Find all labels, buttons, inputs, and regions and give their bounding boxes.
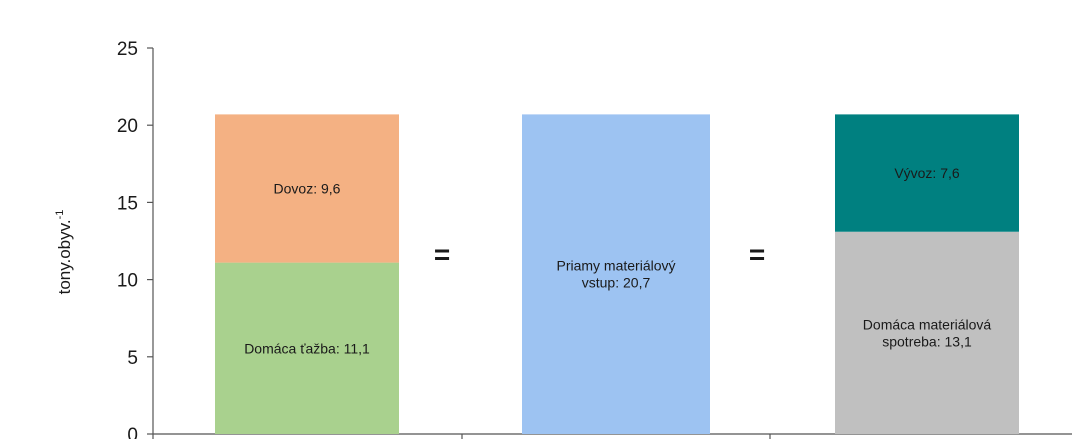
bar-segment-label: Vývoz: 7,6	[894, 165, 960, 181]
y-axis-label: tony.obyv.-1	[54, 210, 74, 295]
bar-segment-label: Domáca ťažba: 11,1	[244, 340, 370, 356]
bar-segment-label-line: Priamy materiálový	[556, 258, 675, 274]
bar-segment	[835, 231, 1019, 434]
y-axis-label-superscript: -1	[54, 210, 66, 220]
bar-segment-label-line: Domáca ťažba: 11,1	[244, 340, 370, 356]
bar-segment	[215, 114, 399, 263]
y-tick-label: 15	[117, 193, 138, 214]
bar-segment	[215, 262, 399, 434]
bar-segment-label-line: Vývoz: 7,6	[894, 165, 960, 181]
equals-operator: =	[749, 239, 765, 270]
bar-segment-label: Priamy materiálový vstup: 20,7	[556, 258, 675, 291]
chart-operators: = =	[434, 239, 765, 270]
bar-segment-label-line: Domáca materiálová	[863, 316, 992, 332]
y-tick-label: 25	[117, 39, 138, 60]
chart-bars	[215, 114, 1019, 434]
equals-operator: =	[434, 239, 450, 270]
y-tick-label: 5	[127, 348, 138, 369]
bar-segment-label: Dovoz: 9,6	[274, 181, 341, 197]
bar-segment	[835, 114, 1019, 232]
y-tick-label: 10	[117, 271, 138, 292]
bar-segment-label-line: Dovoz: 9,6	[274, 181, 341, 197]
y-tick-label: 20	[117, 116, 138, 137]
bar-segment-label-line: vstup: 20,7	[582, 275, 651, 291]
bar-segment-label-line: spotreba: 13,1	[882, 333, 972, 349]
y-tick-label: 0	[127, 425, 138, 439]
bar-segment	[522, 114, 710, 434]
chart-segment-labels: Domáca ťažba: 11,1 Dovoz: 9,6 Priamy mater…	[244, 165, 991, 356]
bar-segment-label: Domáca materiálová spotreba: 13,1	[863, 316, 992, 349]
